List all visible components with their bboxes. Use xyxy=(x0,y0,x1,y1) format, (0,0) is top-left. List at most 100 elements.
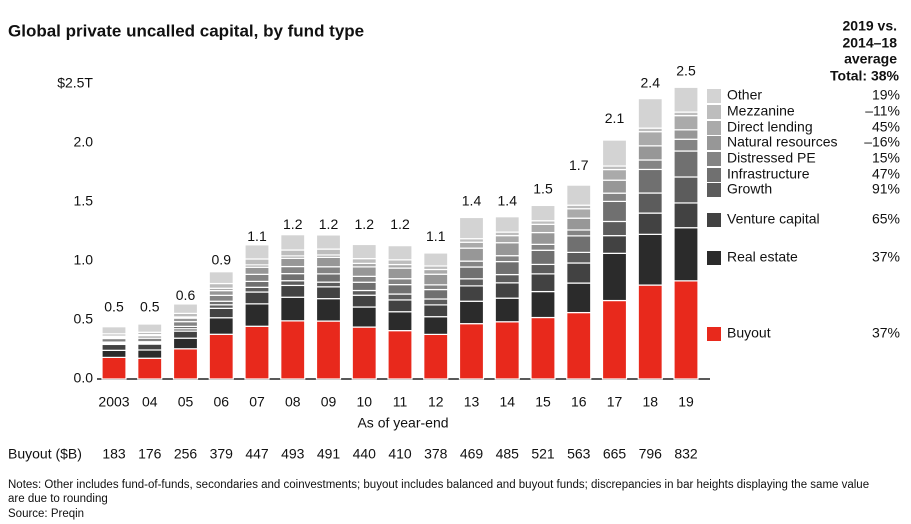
x-tick-label: 18 xyxy=(642,394,658,410)
bar-segment xyxy=(137,323,163,333)
legend-label: Venture capital xyxy=(727,211,820,227)
x-axis-title: As of year-end xyxy=(357,415,448,431)
buyout-value: 378 xyxy=(424,446,448,462)
legend-swatch xyxy=(707,121,721,135)
bar-segment xyxy=(494,235,520,244)
legend-swatch xyxy=(707,105,721,119)
total-label: 1.2 xyxy=(390,216,410,232)
bar-segment xyxy=(494,260,520,276)
bar-segment xyxy=(494,273,520,284)
bar-segment xyxy=(601,220,628,237)
bar-segment xyxy=(137,349,163,359)
bar-segment xyxy=(351,266,377,277)
bar-segment xyxy=(387,293,413,301)
bar-segment xyxy=(208,307,234,319)
bar-segment xyxy=(351,281,377,292)
bar-segment xyxy=(244,325,270,380)
legend-swatch xyxy=(707,136,721,150)
legend-label: Real estate xyxy=(727,249,798,265)
bar-segment xyxy=(280,234,306,251)
bar-segment xyxy=(208,271,234,285)
y-tick-label: 0.0 xyxy=(74,370,94,386)
bar-segment xyxy=(315,320,342,380)
legend-swatch xyxy=(707,89,721,103)
bar-segment xyxy=(315,273,342,283)
x-tick-label: 06 xyxy=(213,394,229,410)
y-tick-label: 0.5 xyxy=(74,311,94,327)
bar-segment xyxy=(637,212,663,235)
legend-swatch xyxy=(707,327,721,341)
x-tick-label: 04 xyxy=(142,394,158,410)
x-tick-label: 07 xyxy=(249,394,265,410)
bar-segment xyxy=(423,333,449,380)
bar-segment xyxy=(172,348,199,380)
buyout-value: 491 xyxy=(317,446,341,462)
bar-segment xyxy=(566,229,592,237)
buyout-row-label: Buyout ($B) xyxy=(8,446,82,462)
bar-segment xyxy=(637,159,663,171)
bar-segment xyxy=(351,294,377,308)
bar-segment xyxy=(637,131,663,147)
bar-segment xyxy=(637,98,663,129)
buyout-value: 183 xyxy=(102,446,126,462)
x-tick-label: 11 xyxy=(393,394,408,410)
legend-label: Natural resources xyxy=(727,134,838,150)
bar-segment xyxy=(387,284,413,295)
bar-segment xyxy=(601,192,628,203)
bar-segment xyxy=(673,176,699,204)
bar-segment xyxy=(673,115,699,131)
legend-label: Other xyxy=(727,87,762,103)
bar-segment xyxy=(458,285,485,302)
legend-change: 15% xyxy=(872,150,900,166)
bar-segment xyxy=(637,145,663,161)
x-tick-label: 12 xyxy=(428,394,444,410)
bar-segment xyxy=(530,249,556,266)
bar-segment xyxy=(423,268,449,275)
side-header: 2014–18 xyxy=(842,35,897,51)
bar-segment xyxy=(673,202,699,229)
bar-segment xyxy=(566,282,592,314)
bar-segment xyxy=(315,256,342,268)
bar-segment xyxy=(244,258,270,266)
legend-label: Mezzanine xyxy=(727,103,795,119)
legend-swatch xyxy=(707,251,721,265)
bar-segment xyxy=(280,249,306,257)
bar-segment xyxy=(423,284,449,291)
total-label: 0.9 xyxy=(212,252,232,268)
bar-segment xyxy=(566,251,592,264)
buyout-value: 665 xyxy=(603,446,627,462)
bar-segment xyxy=(280,296,306,322)
bar-segment xyxy=(172,337,199,350)
side-total: Total: 38% xyxy=(830,68,900,84)
x-tick-label: 2003 xyxy=(98,394,129,410)
bar-segment xyxy=(494,255,520,263)
bar-segment xyxy=(458,278,485,287)
side-header: 2019 vs. xyxy=(843,18,898,34)
bar-segment xyxy=(351,275,377,283)
bar-segment xyxy=(172,321,199,327)
buyout-value: 447 xyxy=(245,446,269,462)
bar-segment xyxy=(137,357,163,380)
legend-change: 37% xyxy=(872,325,900,341)
bar-segment xyxy=(458,247,485,262)
bar-segment xyxy=(601,200,628,223)
legend-swatch xyxy=(707,213,721,227)
bar-segment xyxy=(280,265,306,275)
bar-segment xyxy=(208,294,234,302)
total-label: 2.1 xyxy=(605,110,625,126)
bar-segment xyxy=(601,299,628,380)
bar-segment xyxy=(530,290,556,319)
bar-segment xyxy=(280,273,306,282)
buyout-value: 796 xyxy=(639,446,663,462)
bar-segment xyxy=(530,273,556,293)
bar-segment xyxy=(315,266,342,275)
total-label: 1.4 xyxy=(498,193,518,209)
legend-change: 65% xyxy=(872,211,900,227)
bar-segment xyxy=(280,320,306,380)
legend-label: Direct lending xyxy=(727,119,813,135)
bar-segment xyxy=(244,291,270,305)
bar-segment xyxy=(351,326,377,380)
bar-segment xyxy=(101,326,127,335)
bar-segment xyxy=(637,233,663,286)
